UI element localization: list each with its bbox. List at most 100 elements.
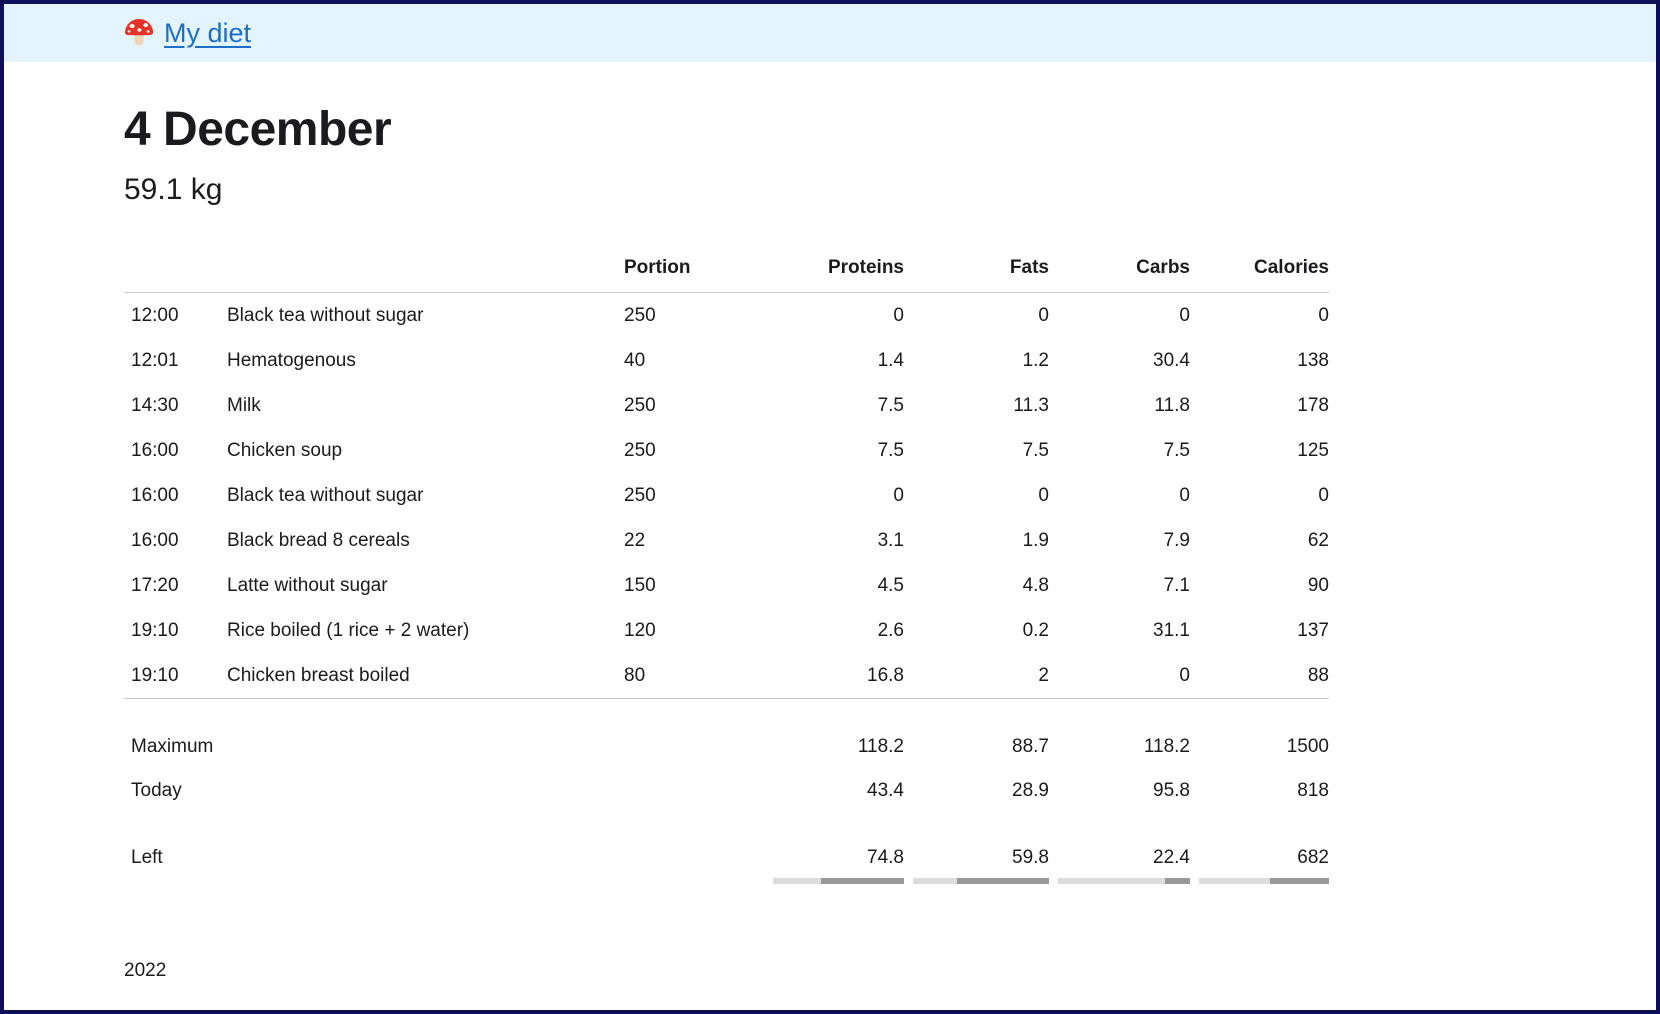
cell-name: Hematogenous [227,349,356,371]
table-row: 19:10 Rice boiled (1 rice + 2 water) 120 2.… [124,608,1329,653]
cell-proteins: 3.1 [877,529,904,551]
cell-portion: 80 [619,653,764,699]
cell-name: Black bread 8 cereals [227,529,410,551]
maximum-carbs: 118.2 [1143,736,1190,757]
cell-name: Latte without sugar [227,574,388,596]
cell-fats: 7.5 [1022,439,1049,461]
today-fats: 28.9 [1012,780,1049,801]
cell-portion: 120 [624,619,656,641]
today-carbs: 95.8 [1153,780,1190,801]
cell-portion: 250 [624,304,656,326]
cell-carbs: 0 [1179,484,1190,506]
my-diet-link[interactable]: My diet [164,17,252,48]
maximum-proteins: 118.2 [857,736,904,757]
page-title: 4 December [124,103,392,156]
cell-proteins: 4.5 [877,574,904,596]
cell-fats: 1.2 [1022,349,1049,371]
cell-time: 19:10 [131,619,179,641]
cell-fats: 0 [1038,304,1049,326]
cell-calories: 138 [1297,349,1329,371]
left-carbs: 22.4 [1049,813,1190,884]
table-row: 16:00 Black tea without sugar 250 0 0 0 0 [124,473,1329,518]
cell-name: Black tea without sugar [227,304,424,326]
header-name [224,233,619,293]
cell-time: 14:30 [131,394,179,416]
cell-carbs: 7.5 [1163,439,1190,461]
header-portion: Portion [619,233,764,293]
cell-time: 19:10 [124,653,224,699]
today-calories: 818 [1297,780,1329,801]
weight-value: 59.1 kg [124,173,223,206]
header-bar: My diet [4,4,1656,62]
table-header-row: Portion Proteins Fats Carbs Calories [124,233,1329,293]
cell-calories: 137 [1297,619,1329,641]
cell-fats: 1.9 [1022,529,1049,551]
cell-time: 16:00 [131,484,179,506]
cell-portion: 250 [624,439,656,461]
cell-carbs: 31.1 [1153,619,1190,641]
header-proteins: Proteins [764,233,904,293]
cell-carbs: 7.1 [1163,574,1190,596]
cell-calories: 125 [1297,439,1329,461]
left-proteins: 74.8 [764,813,904,884]
cell-time: 12:01 [131,349,179,371]
cell-name: Milk [227,394,261,416]
cell-proteins: 1.4 [877,349,904,371]
cell-fats: 0.2 [1022,619,1049,641]
today-proteins: 43.4 [867,780,904,801]
cell-calories: 90 [1307,574,1329,596]
cell-carbs: 0 [1179,304,1190,326]
cell-calories: 88 [1190,653,1329,699]
food-rows: 12:00 Black tea without sugar 250 0 0 0 0 12:01… [124,293,1329,699]
cell-carbs: 7.9 [1163,529,1190,551]
cell-proteins: 0 [893,484,904,506]
table-row: 16:00 Chicken soup 250 7.5 7.5 7.5 125 [124,428,1329,473]
left-label: Left [131,847,163,868]
cell-calories: 62 [1307,529,1329,551]
table-row: 12:01 Hematogenous 40 1.4 1.2 30.4 138 [124,338,1329,383]
cell-calories: 0 [1318,304,1329,326]
cell-proteins: 7.5 [877,439,904,461]
cell-name: Rice boiled (1 rice + 2 water) [227,619,470,641]
cell-fats: 11.3 [1013,394,1049,416]
today-label: Today [131,780,182,801]
table-row: 14:30 Milk 250 7.5 11.3 11.8 178 [124,383,1329,428]
cell-proteins: 0 [893,304,904,326]
header-time [124,233,224,293]
cell-proteins: 7.5 [877,394,904,416]
maximum-row: Maximum 118.2 88.7 118.2 1500 [124,699,1329,770]
cell-time: 16:00 [131,529,179,551]
cell-proteins: 2.6 [877,619,904,641]
cell-portion: 250 [624,394,656,416]
left-fats: 59.8 [904,813,1049,884]
table-row: 19:10 Chicken breast boiled 80 16.8 2 0 88 [124,653,1329,699]
cell-time: 16:00 [131,439,179,461]
diet-table: Portion Proteins Fats Carbs Calories 12:… [124,233,1329,884]
cell-calories: 0 [1318,484,1329,506]
fats-left-bar [913,878,1049,884]
cell-fats: 2 [904,653,1049,699]
cell-carbs: 11.8 [1154,394,1190,416]
summary-rows: Maximum 118.2 88.7 118.2 1500 Today 43.4… [124,699,1329,884]
footer: 2022 [124,960,1656,982]
cell-name: Chicken soup [227,439,343,461]
maximum-calories: 1500 [1286,736,1329,757]
cell-carbs: 0 [1049,653,1190,699]
footer-year: 2022 [124,960,167,981]
proteins-left-bar [773,878,904,884]
cell-portion: 250 [624,484,656,506]
cell-fats: 0 [1038,484,1049,506]
header-calories: Calories [1190,233,1329,293]
cell-time: 17:20 [131,574,179,596]
cell-name: Chicken breast boiled [224,653,619,699]
cell-time: 12:00 [131,304,179,326]
cell-proteins: 16.8 [764,653,904,699]
cell-portion: 22 [624,529,646,551]
maximum-fats: 88.7 [1012,736,1049,757]
table-row: 17:20 Latte without sugar 150 4.5 4.8 7.1 90 [124,563,1329,608]
left-row: Left 74.8 59.8 22.4 682 [124,813,1329,884]
cell-portion: 40 [624,349,646,371]
calories-left-bar [1199,878,1329,884]
day-page: 4 December 59.1 kg Portion Proteins Fats… [4,102,1656,884]
cell-name: Black tea without sugar [227,484,424,506]
